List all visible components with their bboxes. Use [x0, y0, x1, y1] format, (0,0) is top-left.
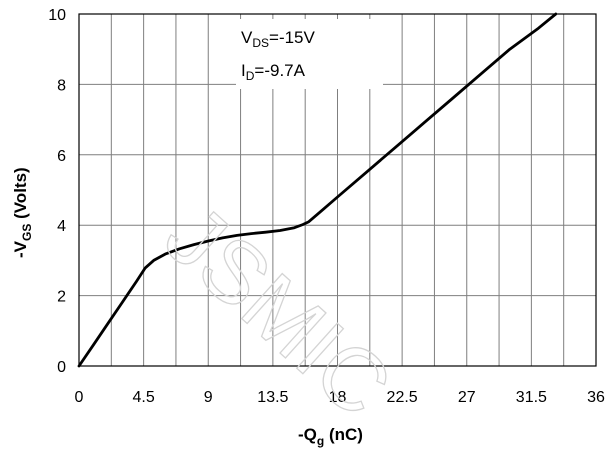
y-tick-label-5: 10 — [48, 7, 66, 24]
x-tick-label-8: 36 — [587, 389, 605, 406]
y-tick-label-1: 2 — [57, 289, 66, 306]
x-tick-label-2: 9 — [204, 389, 213, 406]
x-tick-label-0: 0 — [75, 389, 84, 406]
x-tick-label-3: 13.5 — [257, 389, 288, 406]
x-tick-label-5: 22.5 — [387, 389, 418, 406]
series-line-0 — [77, 12, 558, 368]
tick-labels: 0 4.5 9 13.5 18 22.5 27 31.5 36 0 2 4 6 8 10 — [48, 7, 605, 406]
series-group — [77, 12, 558, 368]
x-tick-label-6: 27 — [458, 389, 476, 406]
x-tick-label-4: 18 — [329, 389, 347, 406]
annotation-box — [236, 19, 383, 89]
x-tick-label-7: 31.5 — [516, 389, 547, 406]
annotation-vds: VDS=-15V — [241, 28, 316, 50]
y-axis-label: -VGS (Volts) — [11, 167, 34, 258]
x-tick-label-1: 4.5 — [133, 389, 155, 406]
x-axis-label: -Qg (nC) — [298, 425, 363, 448]
plot-frame — [78, 13, 597, 367]
y-tick-label-4: 8 — [57, 77, 66, 94]
y-tick-label-3: 6 — [57, 148, 66, 165]
annotation-id: ID=-9.7A — [241, 61, 306, 83]
y-tick-label-0: 0 — [57, 359, 66, 376]
y-tick-label-2: 4 — [57, 218, 66, 235]
